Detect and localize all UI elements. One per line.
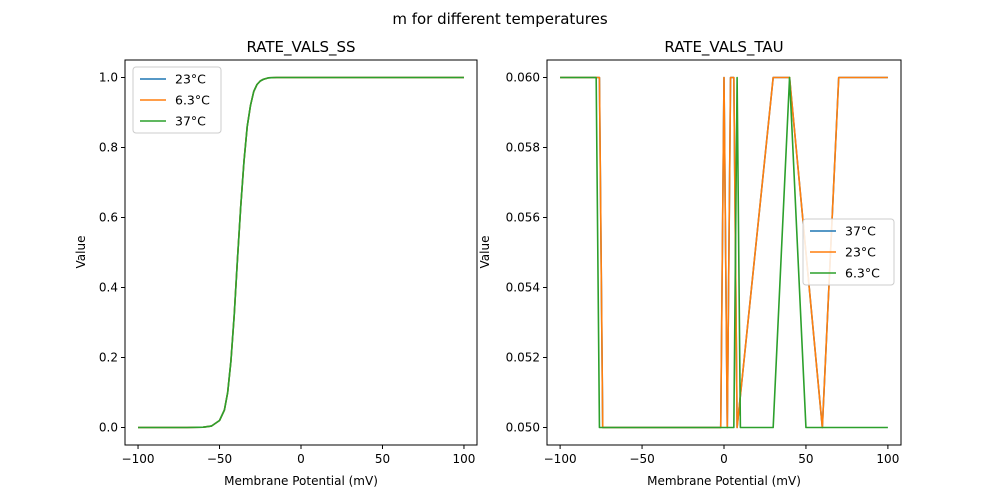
y-tick-label-ss-3: 0.6 <box>99 211 118 225</box>
y-tick-label-tau-0: 0.050 <box>506 421 540 435</box>
figure-title: m for different temperatures <box>392 10 608 28</box>
x-axis-label-ss: Membrane Potential (mV) <box>224 474 378 488</box>
x-tick-label-ss-0: −100 <box>122 452 155 466</box>
legend-label-tau-0: 37°C <box>845 224 876 239</box>
x-tick-label-ss-4: 100 <box>453 452 476 466</box>
x-tick-label-tau-2: 0 <box>720 452 728 466</box>
panel-title-ss: RATE_VALS_SS <box>246 38 355 57</box>
x-ticks-tau: −100 −50 0 50 100 <box>544 445 899 466</box>
y-axis-label-tau: Value <box>478 236 492 269</box>
y-tick-label-tau-5: 0.060 <box>506 71 540 85</box>
plot-lines-ss <box>138 76 464 429</box>
legend-box-tau <box>802 218 895 286</box>
y-tick-label-tau-1: 0.052 <box>506 351 540 365</box>
panel-title-tau: RATE_VALS_TAU <box>664 38 783 57</box>
y-ticks-tau: 0.050 0.052 0.054 0.056 0.058 0.060 <box>506 71 547 435</box>
x-tick-label-tau-1: −50 <box>629 452 654 466</box>
x-ticks-ss: −100 −50 0 50 100 <box>122 445 476 466</box>
y-ticks-ss: 0.0 0.2 0.4 0.6 0.8 1.0 <box>99 71 125 435</box>
panel-rate-vals-tau: RATE_VALS_TAU −100 −50 0 50 100 0.0500.0520.… <box>478 38 902 488</box>
x-tick-label-ss-2: 0 <box>297 452 305 466</box>
legend-label-ss-0: 23°C <box>175 72 206 87</box>
legend-label-ss-1: 6.3°C <box>175 93 210 108</box>
panel-rate-vals-ss: RATE_VALS_SS −100 −50 0 50 100 0.00.20.40.60… <box>74 38 478 488</box>
y-tick-label-tau-3: 0.056 <box>506 211 540 225</box>
x-tick-label-tau-4: 100 <box>876 452 899 466</box>
series-line-tau-2 <box>560 76 888 429</box>
y-tick-label-ss-1: 0.2 <box>99 351 118 365</box>
y-axis-label-ss: Value <box>74 236 88 269</box>
y-tick-label-ss-4: 0.8 <box>99 141 118 155</box>
legend-box-ss <box>132 66 222 134</box>
x-tick-label-tau-0: −100 <box>544 452 577 466</box>
y-tick-label-ss-2: 0.4 <box>99 281 118 295</box>
legend-label-tau-2: 6.3°C <box>845 266 880 281</box>
y-tick-label-ss-5: 1.0 <box>99 71 118 85</box>
legend-label-tau-1: 23°C <box>845 245 876 260</box>
series-line-ss-2 <box>138 76 464 429</box>
x-axis-label-tau: Membrane Potential (mV) <box>647 474 801 488</box>
axes-frame-ss <box>124 59 478 446</box>
x-tick-label-ss-1: −50 <box>207 452 232 466</box>
axes-frame-tau <box>546 59 902 446</box>
legend-ss: 23°C 6.3°C 37°C <box>132 66 222 134</box>
plot-lines-tau <box>560 76 888 429</box>
y-tick-label-tau-2: 0.054 <box>506 281 540 295</box>
x-tick-label-tau-3: 50 <box>798 452 813 466</box>
legend-tau: 37°C 23°C 6.3°C <box>802 218 895 286</box>
y-tick-label-tau-4: 0.058 <box>506 141 540 155</box>
y-tick-label-ss-0: 0.0 <box>99 421 118 435</box>
x-tick-label-ss-3: 50 <box>375 452 390 466</box>
legend-label-ss-2: 37°C <box>175 114 206 129</box>
